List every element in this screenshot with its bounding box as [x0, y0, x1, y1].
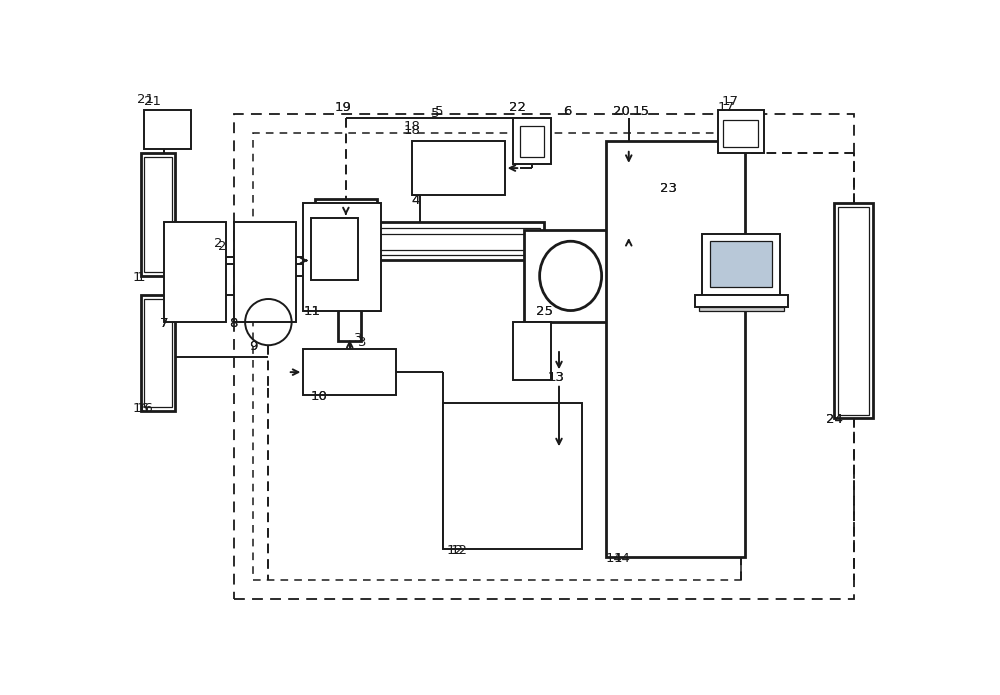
Text: 11: 11: [303, 305, 320, 318]
Text: 19: 19: [334, 101, 351, 114]
Bar: [520, 126, 544, 156]
Text: 3: 3: [354, 332, 362, 345]
Text: 5: 5: [435, 105, 444, 118]
Bar: [621, 299, 640, 334]
Text: 21: 21: [137, 94, 154, 106]
Text: 5: 5: [431, 106, 440, 120]
Text: 20: 20: [613, 105, 630, 118]
Bar: [303, 349, 396, 395]
Text: 9: 9: [249, 340, 257, 353]
Text: 22: 22: [509, 101, 526, 114]
Bar: [617, 241, 640, 295]
Bar: [140, 153, 175, 276]
Bar: [338, 276, 361, 341]
Text: 13: 13: [547, 370, 564, 384]
Text: 22: 22: [509, 101, 526, 114]
Bar: [144, 156, 172, 272]
Text: 12: 12: [450, 544, 468, 557]
Text: 17: 17: [718, 101, 735, 114]
Text: 10: 10: [311, 390, 328, 403]
Bar: [524, 230, 617, 322]
Text: 4: 4: [412, 194, 420, 206]
Bar: [315, 199, 377, 276]
Text: 9: 9: [249, 340, 257, 353]
Bar: [606, 141, 745, 557]
Bar: [838, 206, 869, 414]
Text: 4: 4: [412, 194, 420, 206]
Text: 20: 20: [613, 105, 630, 118]
Text: 2: 2: [218, 240, 226, 253]
Bar: [695, 295, 788, 306]
Text: 7: 7: [160, 317, 168, 330]
Bar: [144, 299, 172, 407]
Text: 25: 25: [536, 305, 553, 318]
Text: 11: 11: [303, 305, 320, 318]
Bar: [834, 203, 873, 418]
Text: 15: 15: [633, 105, 650, 118]
Bar: [443, 403, 582, 549]
Bar: [723, 120, 758, 147]
Text: 23: 23: [660, 182, 677, 195]
Text: 1: 1: [133, 270, 141, 284]
Bar: [702, 234, 780, 295]
Bar: [234, 222, 296, 322]
Text: 24: 24: [826, 413, 843, 426]
Text: 8: 8: [230, 317, 238, 330]
Text: 3: 3: [358, 336, 366, 349]
Text: 18: 18: [404, 120, 421, 133]
Text: 19: 19: [334, 101, 351, 114]
Text: 10: 10: [311, 390, 328, 403]
Text: 17: 17: [722, 95, 739, 108]
Text: 14: 14: [613, 552, 630, 564]
Bar: [311, 218, 358, 280]
Bar: [512, 118, 551, 164]
Text: 25: 25: [536, 305, 553, 318]
Bar: [617, 168, 640, 238]
Text: 14: 14: [606, 552, 622, 564]
Text: 16: 16: [133, 402, 150, 414]
Bar: [710, 241, 772, 288]
Text: 18: 18: [404, 124, 421, 138]
Bar: [377, 228, 540, 255]
Text: 7: 7: [160, 317, 168, 330]
Bar: [698, 306, 784, 311]
Text: 24: 24: [826, 413, 843, 426]
Bar: [303, 203, 381, 311]
Text: 12: 12: [447, 544, 464, 557]
Bar: [144, 111, 191, 149]
Bar: [373, 222, 544, 261]
Text: 6: 6: [563, 105, 571, 118]
Text: 21: 21: [144, 95, 161, 108]
Text: 23: 23: [660, 182, 677, 195]
Bar: [718, 111, 764, 153]
Text: 6: 6: [563, 105, 571, 118]
Text: 15: 15: [633, 105, 650, 118]
Bar: [164, 222, 226, 322]
Bar: [412, 141, 505, 195]
Bar: [253, 133, 741, 580]
Bar: [377, 234, 540, 250]
Text: 8: 8: [230, 317, 238, 330]
Text: 13: 13: [547, 370, 564, 384]
Text: 2: 2: [214, 238, 223, 250]
Bar: [234, 114, 854, 599]
Bar: [512, 322, 551, 380]
Bar: [326, 211, 365, 264]
Bar: [140, 295, 175, 411]
Text: 1: 1: [137, 270, 145, 284]
Text: 16: 16: [137, 402, 154, 414]
